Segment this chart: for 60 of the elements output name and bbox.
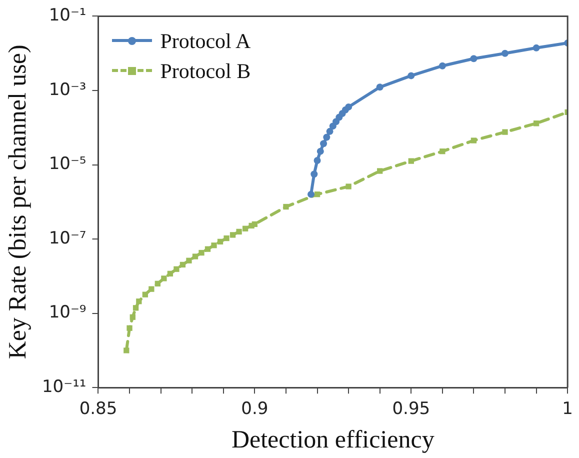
point	[310, 170, 318, 178]
point	[283, 204, 289, 210]
point	[470, 55, 478, 62]
point	[198, 250, 204, 256]
x-tick-label: 0.9	[241, 399, 268, 420]
point	[438, 62, 446, 70]
point	[192, 254, 198, 260]
point	[161, 276, 167, 282]
point	[346, 184, 352, 190]
y-tick-label: 10⁻⁷	[48, 228, 86, 248]
point	[204, 246, 211, 252]
point	[130, 314, 136, 320]
point	[126, 325, 132, 331]
y-tick-label: 10⁻¹	[48, 6, 86, 26]
point	[314, 157, 321, 164]
point	[533, 120, 540, 126]
point	[408, 158, 414, 164]
y-tick-label: 10⁻¹¹	[42, 377, 86, 398]
point	[323, 134, 330, 141]
legend-label: Protocol B	[160, 58, 251, 84]
point	[242, 226, 248, 232]
legend-label: Protocol A	[160, 28, 251, 54]
point	[148, 286, 154, 292]
point	[167, 270, 174, 276]
y-tick-label: 10⁻⁵	[48, 154, 86, 174]
point	[180, 262, 186, 268]
point	[502, 129, 508, 135]
point	[124, 348, 130, 354]
point	[224, 235, 230, 242]
point	[154, 280, 161, 286]
y-tick-label: 10⁻³	[48, 80, 86, 100]
point	[174, 266, 180, 272]
point	[345, 103, 352, 110]
point	[377, 168, 383, 174]
point	[376, 84, 384, 91]
x-axis-title: Detection efficiency	[231, 426, 435, 454]
x-tick-label: 1	[562, 399, 574, 420]
point	[217, 238, 224, 244]
point	[142, 292, 148, 298]
y-axis-title: Key Rate (bits per channel use)	[4, 44, 32, 360]
point	[136, 298, 142, 304]
y-tick-label: 10⁻⁹	[48, 302, 86, 323]
point	[230, 232, 236, 238]
point	[132, 305, 139, 311]
point	[320, 140, 328, 148]
point	[502, 50, 509, 57]
point	[532, 44, 540, 52]
point	[440, 148, 446, 154]
point	[186, 258, 192, 264]
point	[316, 148, 324, 155]
point	[308, 190, 315, 198]
point	[326, 128, 334, 135]
x-tick-label: 0.85	[79, 399, 118, 420]
point	[236, 228, 242, 234]
x-tick-label: 0.95	[392, 399, 430, 420]
point	[314, 191, 320, 198]
point	[470, 138, 477, 144]
point	[252, 221, 258, 228]
point	[408, 72, 415, 80]
point	[211, 242, 217, 248]
